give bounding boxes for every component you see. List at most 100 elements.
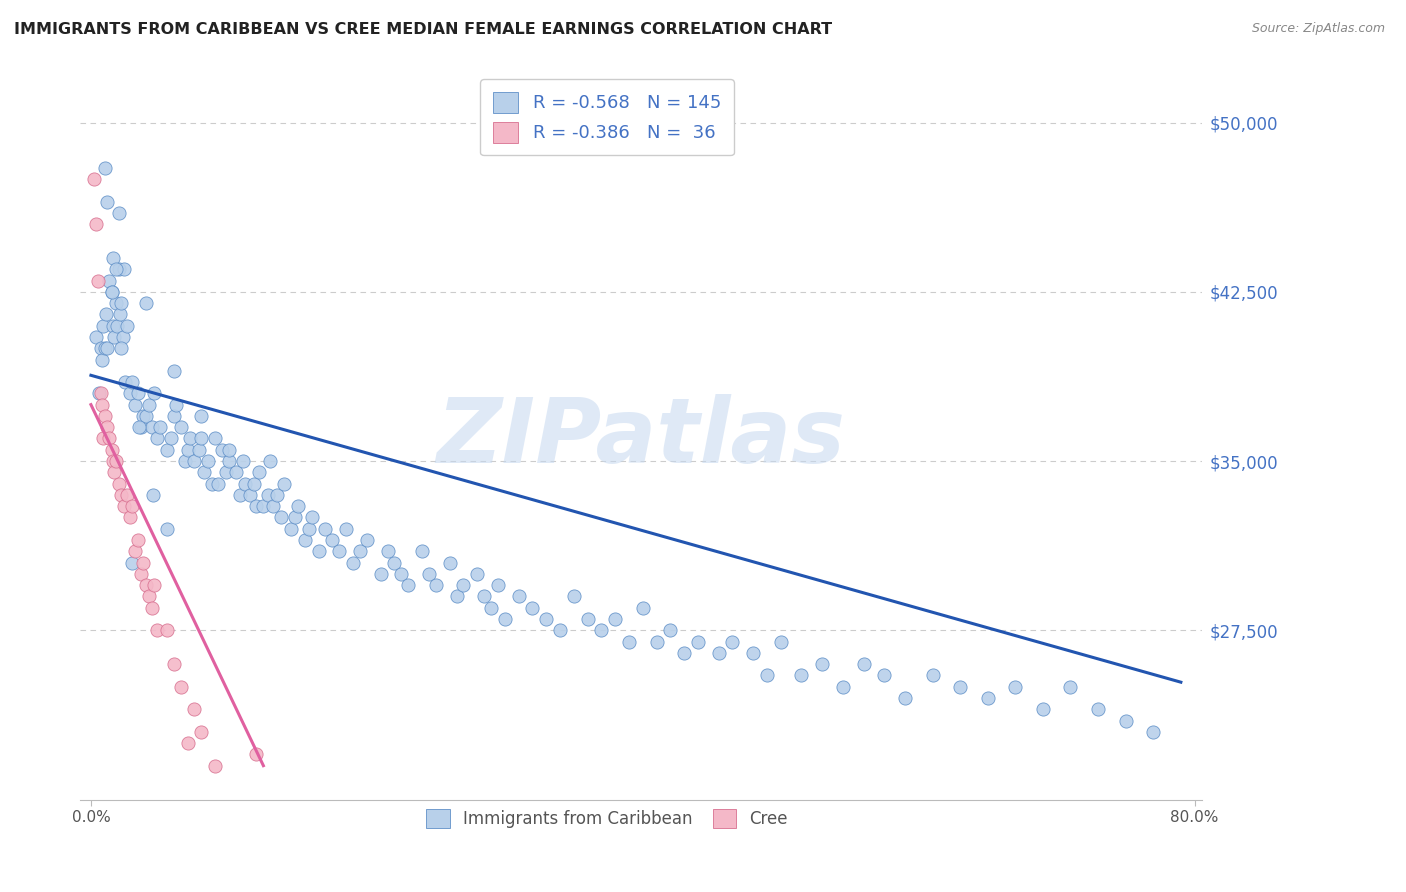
Point — [508, 590, 530, 604]
Point — [169, 420, 191, 434]
Point — [921, 668, 943, 682]
Point — [127, 533, 149, 547]
Point — [218, 454, 240, 468]
Point — [142, 488, 165, 502]
Point — [91, 352, 114, 367]
Point — [605, 612, 627, 626]
Point — [146, 624, 169, 638]
Point — [129, 420, 152, 434]
Point — [105, 318, 128, 333]
Point — [187, 442, 209, 457]
Point — [156, 442, 179, 457]
Point — [103, 330, 125, 344]
Point — [852, 657, 875, 672]
Point — [93, 409, 115, 423]
Point — [562, 590, 585, 604]
Point — [631, 600, 654, 615]
Point — [389, 566, 412, 581]
Text: ZIPatlas: ZIPatlas — [436, 394, 845, 483]
Text: IMMIGRANTS FROM CARIBBEAN VS CREE MEDIAN FEMALE EARNINGS CORRELATION CHART: IMMIGRANTS FROM CARIBBEAN VS CREE MEDIAN… — [14, 22, 832, 37]
Point — [439, 556, 461, 570]
Point — [576, 612, 599, 626]
Point — [107, 262, 129, 277]
Point — [114, 375, 136, 389]
Point — [262, 499, 284, 513]
Point — [211, 442, 233, 457]
Point — [100, 442, 122, 457]
Point — [707, 646, 730, 660]
Point — [89, 386, 111, 401]
Point — [90, 386, 112, 401]
Point — [97, 432, 120, 446]
Point — [377, 544, 399, 558]
Point — [110, 341, 132, 355]
Point — [190, 724, 212, 739]
Point — [163, 364, 186, 378]
Point — [591, 624, 613, 638]
Point — [163, 657, 186, 672]
Point — [124, 544, 146, 558]
Point — [90, 341, 112, 355]
Point — [534, 612, 557, 626]
Point — [245, 499, 267, 513]
Point — [232, 454, 254, 468]
Point — [93, 318, 115, 333]
Point — [115, 318, 138, 333]
Point — [121, 375, 143, 389]
Point — [1087, 702, 1109, 716]
Point — [522, 600, 544, 615]
Point — [321, 533, 343, 547]
Point — [96, 420, 118, 434]
Point — [831, 680, 853, 694]
Point — [1004, 680, 1026, 694]
Point — [273, 476, 295, 491]
Point — [101, 251, 124, 265]
Point — [149, 420, 172, 434]
Point — [166, 398, 188, 412]
Point — [141, 600, 163, 615]
Point — [96, 194, 118, 209]
Point — [356, 533, 378, 547]
Point — [100, 285, 122, 299]
Point — [335, 522, 357, 536]
Point — [949, 680, 972, 694]
Point — [86, 217, 108, 231]
Point — [132, 409, 155, 423]
Point — [176, 736, 198, 750]
Point — [193, 466, 215, 480]
Point — [239, 488, 262, 502]
Point — [976, 690, 998, 705]
Point — [301, 510, 323, 524]
Point — [101, 454, 124, 468]
Point — [548, 624, 571, 638]
Point — [235, 476, 257, 491]
Point — [135, 296, 157, 310]
Point — [645, 634, 668, 648]
Point — [160, 432, 183, 446]
Point — [411, 544, 433, 558]
Point — [308, 544, 330, 558]
Point — [101, 318, 124, 333]
Point — [97, 273, 120, 287]
Point — [229, 488, 252, 502]
Point — [104, 454, 127, 468]
Point — [769, 634, 792, 648]
Point — [755, 668, 778, 682]
Point — [218, 442, 240, 457]
Point — [280, 522, 302, 536]
Point — [124, 398, 146, 412]
Point — [284, 510, 307, 524]
Point — [176, 442, 198, 457]
Point — [104, 262, 127, 277]
Point — [93, 161, 115, 175]
Point — [104, 296, 127, 310]
Point — [328, 544, 350, 558]
Point — [256, 488, 278, 502]
Point — [1032, 702, 1054, 716]
Point — [673, 646, 696, 660]
Point — [370, 566, 392, 581]
Point — [83, 172, 105, 186]
Point — [183, 454, 205, 468]
Point — [163, 409, 186, 423]
Point — [247, 466, 270, 480]
